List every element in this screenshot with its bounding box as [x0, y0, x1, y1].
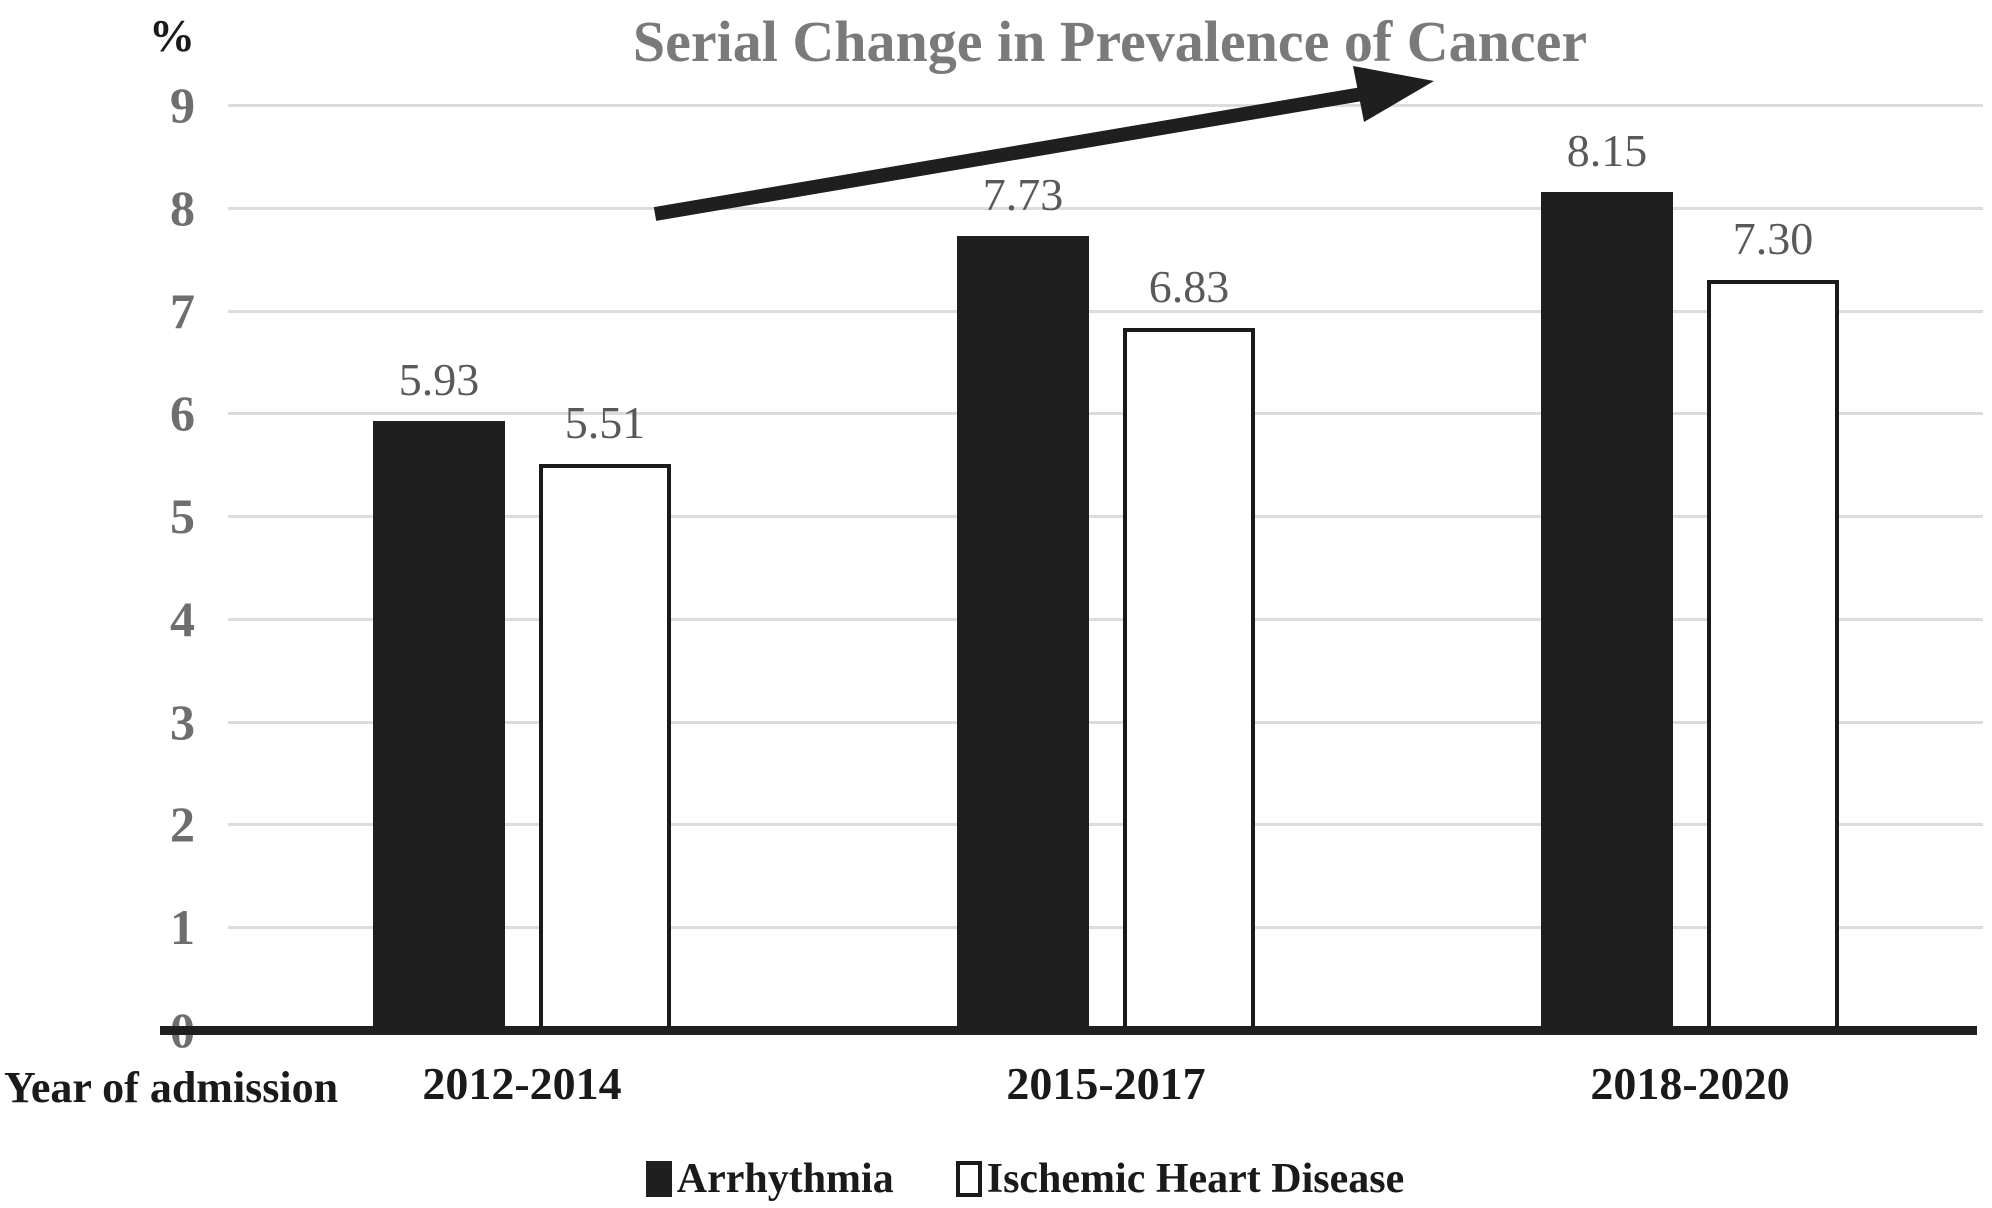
gridline [228, 104, 1983, 107]
gridline [228, 310, 1983, 313]
y-tick-label: 1 [170, 899, 195, 955]
legend-label: Ischemic Heart Disease [986, 1156, 1405, 1202]
bar-ischemic-heart-disease [1707, 280, 1839, 1030]
legend-swatch-arrhythmia-icon [645, 1161, 672, 1197]
bar-arrhythmia [1541, 192, 1673, 1030]
category-label: 2018-2020 [1590, 1058, 1790, 1109]
category-label: 2012-2014 [422, 1058, 622, 1109]
y-tick-label: 8 [170, 180, 195, 236]
y-axis-unit-label: % [149, 10, 195, 61]
gridline [228, 926, 1983, 929]
x-axis-title: Year of admission [4, 1063, 339, 1112]
legend-item: Ischemic Heart Disease [955, 1150, 1405, 1208]
legend-label: Arrhythmia [676, 1156, 894, 1202]
legend-swatch-ischemic-heart-disease-icon [955, 1161, 982, 1197]
bar-ischemic-heart-disease [539, 464, 671, 1030]
y-tick-label: 5 [170, 488, 195, 544]
value-label: 6.83 [1148, 261, 1230, 312]
x-axis-line [160, 1026, 1977, 1035]
gridline [228, 823, 1983, 826]
value-label: 5.93 [398, 354, 480, 405]
value-label: 8.15 [1566, 125, 1648, 176]
y-tick-label: 7 [170, 283, 195, 339]
gridline [228, 412, 1983, 415]
y-tick-label: 4 [170, 591, 195, 647]
bar-arrhythmia [957, 236, 1089, 1030]
legend: Arrhythmia Ischemic Heart Disease [0, 1150, 1992, 1208]
y-tick-label: 6 [170, 385, 195, 441]
value-label: 7.73 [982, 169, 1064, 220]
y-tick-label: 3 [170, 694, 195, 750]
gridline [228, 721, 1983, 724]
value-label: 5.51 [564, 397, 646, 448]
category-label: 2015-2017 [1006, 1058, 1206, 1109]
bar-arrhythmia [373, 421, 505, 1030]
legend-item: Arrhythmia [645, 1150, 894, 1208]
chart-title: Serial Change in Prevalence of Cancer [632, 9, 1588, 74]
bar-ischemic-heart-disease [1123, 328, 1255, 1030]
value-label: 7.30 [1732, 213, 1814, 264]
gridline [228, 515, 1983, 518]
y-tick-label: 2 [170, 796, 195, 852]
y-tick-label: 9 [170, 77, 195, 133]
gridline [228, 618, 1983, 621]
